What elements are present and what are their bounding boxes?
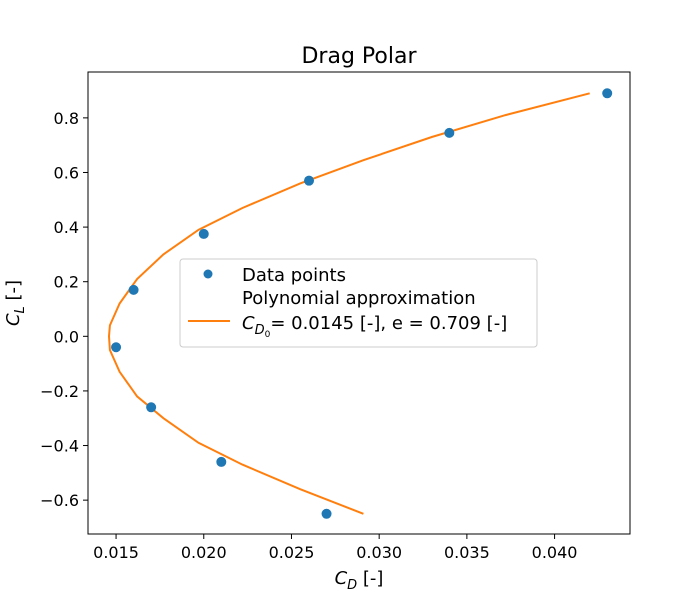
data-point [444, 127, 455, 138]
chart-title: Drag Polar [301, 44, 417, 69]
y-tick-label: 0.6 [54, 163, 79, 182]
legend-label-coefficients: CD0= 0.0145 [-], e = 0.709 [-] [242, 313, 507, 340]
data-point [602, 88, 613, 99]
data-points-series [111, 88, 613, 519]
y-tick-label: −0.2 [40, 382, 79, 401]
data-point [128, 284, 139, 295]
x-tick-label: 0.020 [181, 543, 227, 562]
legend-label-data-points: Data points [242, 265, 346, 286]
y-axis-label: CL [-] [3, 280, 28, 326]
data-point [146, 402, 157, 413]
data-point [321, 508, 332, 519]
x-axis-ticks: 0.015 0.020 0.025 0.030 0.035 0.040 [93, 534, 577, 562]
data-point [304, 175, 315, 186]
legend-label-polynomial: Polynomial approximation [242, 288, 476, 309]
y-tick-label: −0.6 [40, 491, 79, 510]
polynomial-approximation-line [107, 92, 590, 515]
x-tick-label: 0.030 [356, 543, 402, 562]
data-point [198, 228, 209, 239]
polynomial-line-series [107, 92, 590, 515]
legend-box [179, 258, 538, 348]
x-tick-label: 0.015 [93, 543, 139, 562]
y-tick-label: −0.4 [40, 437, 79, 456]
y-tick-label: 0.8 [54, 109, 79, 128]
y-tick-label: 0.0 [54, 327, 79, 346]
x-tick-label: 0.040 [532, 543, 578, 562]
legend: Data points Polynomial approximation CD0… [179, 258, 538, 348]
legend-marker-data-points [203, 269, 213, 279]
x-tick-label: 0.035 [444, 543, 490, 562]
y-axis-ticks: −0.6 −0.4 −0.2 0.0 0.2 0.4 0.6 0.8 [40, 109, 88, 510]
data-point [216, 456, 227, 467]
y-tick-label: 0.2 [54, 273, 79, 292]
data-point [111, 342, 122, 353]
plot-area [87, 71, 631, 535]
x-axis-label: CD [-] [335, 568, 384, 593]
x-tick-label: 0.025 [269, 543, 315, 562]
y-tick-label: 0.4 [54, 218, 79, 237]
